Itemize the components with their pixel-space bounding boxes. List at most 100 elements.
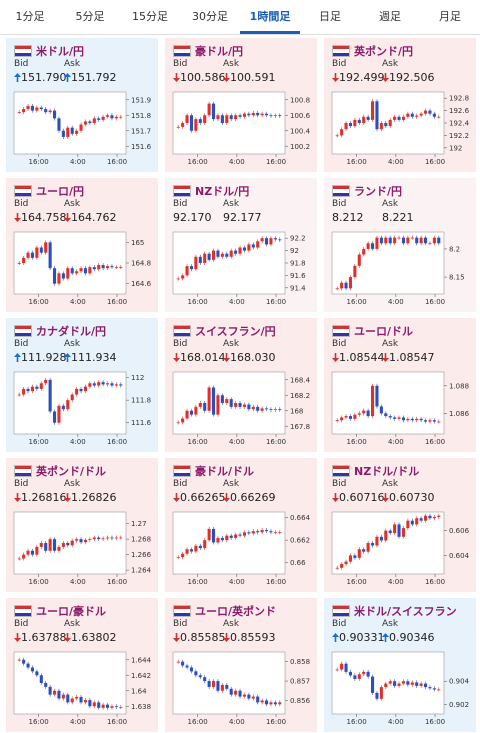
- candle: [52, 539, 57, 551]
- x-tick-label: 4:00: [229, 298, 245, 306]
- candle: [234, 403, 238, 407]
- mini-chart: 168.4 168.2 168 167.8 16:00 4:00 16:00: [172, 371, 311, 446]
- candle: [119, 116, 123, 118]
- tab[interactable]: 15分足: [132, 10, 168, 23]
- candle: [370, 243, 375, 249]
- candle: [35, 107, 39, 111]
- candle: [48, 539, 52, 551]
- y-tick-label: 168.2: [290, 392, 310, 400]
- chart-area: [331, 651, 445, 715]
- y-tick-label: 0.904: [449, 678, 470, 686]
- candle: [119, 384, 123, 386]
- ask-value: 1.26826: [64, 491, 117, 504]
- rate-panel[interactable]: 豪ドル/ドル Bid Ask 0.66265 0.66269 0.664 0.662 0.66…: [165, 458, 317, 592]
- rate-panel[interactable]: 豪ドル/円 Bid Ask 100.586 100.591 100.8 100.6 100.4…: [165, 38, 317, 172]
- bid-label: Bid: [332, 479, 347, 489]
- candle: [388, 530, 392, 534]
- ask-text: 8.221: [382, 211, 414, 224]
- rate-panel[interactable]: ユーロ/英ポンド Bid Ask 0.85585 0.85593 0.858 0.857 0.…: [165, 598, 317, 732]
- candle: [110, 383, 114, 386]
- candle: [388, 681, 392, 684]
- candle: [406, 113, 410, 117]
- candle: [278, 409, 282, 410]
- candle: [335, 567, 339, 569]
- arrow-shape: [382, 633, 389, 642]
- candle: [379, 123, 383, 130]
- y-tick-label: 192.2: [449, 132, 469, 140]
- rate-panel[interactable]: 英ポンド/円 Bid Ask 192.499 192.506 192.8 192.6 192.…: [324, 38, 476, 172]
- rate-panel[interactable]: ランド/円 Bid Ask 8.212 8.221 8.2 8.15 16:00 4:00 16:…: [324, 178, 476, 312]
- candle: [273, 702, 277, 705]
- ask-text: 0.66269: [230, 491, 276, 504]
- x-tick-label: 16:00: [266, 158, 286, 166]
- candle: [397, 116, 401, 120]
- candle: [44, 109, 48, 113]
- rate-panel[interactable]: 米ドル/円 Bid Ask 151.790 151.792 151.9 151.8 151.7…: [6, 38, 158, 172]
- pair-name: 豪ドル/ドル: [195, 465, 255, 478]
- y-tick-label: 111.8: [131, 397, 151, 405]
- mini-chart: 8.2 8.15 16:00 4:00 16:00: [331, 231, 465, 306]
- candle: [92, 267, 96, 270]
- rate-panel[interactable]: カナダドル/円 Bid Ask 111.928 111.934 112 111.8 111.6…: [6, 318, 158, 452]
- tab[interactable]: 5分足: [75, 10, 105, 23]
- rate-panel[interactable]: 米ドル/スイスフラン Bid Ask 0.90331 0.90346 0.904 0.902…: [324, 598, 476, 732]
- candle: [419, 113, 423, 116]
- candle: [278, 239, 282, 241]
- arrow-icon: [382, 73, 389, 82]
- x-tick-label: 16:00: [347, 158, 367, 166]
- tab[interactable]: 30分足: [192, 10, 228, 23]
- tab[interactable]: 1時間足: [240, 0, 300, 34]
- tab[interactable]: 月足: [439, 10, 461, 23]
- candle: [410, 520, 414, 525]
- rate-panel[interactable]: 英ポンド/ドル Bid Ask 1.26816 1.26826 1.27 1.268 1.26…: [6, 458, 158, 592]
- rate-panel[interactable]: ユーロ/円 Bid Ask 164.758 164.762 165 164.8 164.6 16…: [6, 178, 158, 312]
- candle: [393, 417, 397, 419]
- candle: [198, 545, 202, 549]
- candle: [437, 237, 441, 244]
- mini-chart: 112 111.8 111.6 16:00 4:00 16:00: [13, 371, 152, 446]
- candle: [256, 406, 260, 411]
- candle: [198, 119, 202, 123]
- candle: [88, 700, 92, 707]
- candle: [428, 687, 432, 689]
- pair-name: ユーロ/円: [36, 185, 85, 198]
- candle: [353, 555, 357, 558]
- candle: [189, 549, 194, 552]
- candle: [273, 409, 277, 410]
- candle: [79, 696, 83, 703]
- candle: [432, 516, 436, 519]
- tab[interactable]: 日足: [319, 10, 341, 23]
- rate-panel[interactable]: NZドル/円 Bid Ask 92.170 92.177 92.2 92 91.8 91.6 91…: [165, 178, 317, 312]
- x-tick-label: 4:00: [70, 298, 86, 306]
- rate-panel[interactable]: NZドル/ドル Bid Ask 0.60716 0.60730 0.606 0.604 16:…: [324, 458, 476, 592]
- rate-panel[interactable]: スイスフラン/円 Bid Ask 168.014 168.030 168.4 168.2 16…: [165, 318, 317, 452]
- candle: [260, 530, 264, 533]
- arrow-shape: [64, 353, 71, 362]
- candle: [181, 418, 185, 423]
- rate-panel[interactable]: ユーロ/ドル Bid Ask 1.08544 1.08547 1.088 1.086 16:0…: [324, 318, 476, 452]
- candle: [66, 127, 70, 137]
- bid-text: 168.014: [180, 351, 226, 364]
- bid-value: 1.08544: [332, 351, 385, 364]
- candle: [229, 115, 233, 120]
- candle: [57, 118, 61, 131]
- candle: [428, 110, 432, 114]
- candle: [17, 558, 21, 560]
- candle: [105, 383, 110, 385]
- candle: [110, 266, 114, 268]
- candle: [406, 520, 410, 529]
- candle: [176, 557, 180, 558]
- arrow-shape: [332, 633, 339, 642]
- tab[interactable]: 週足: [379, 10, 401, 23]
- candle: [273, 115, 277, 117]
- candle: [423, 515, 428, 521]
- tab[interactable]: 1分足: [15, 10, 45, 23]
- candle: [388, 237, 392, 244]
- rate-panel[interactable]: ユーロ/豪ドル Bid Ask 1.63788 1.63802 1.644 1.642 1.6…: [6, 598, 158, 732]
- candle: [101, 538, 105, 540]
- candle: [357, 254, 361, 266]
- x-tick-label: 16:00: [107, 298, 127, 306]
- candle: [189, 115, 194, 131]
- mini-chart: 0.904 0.902 16:00 4:00 16:00: [331, 651, 470, 726]
